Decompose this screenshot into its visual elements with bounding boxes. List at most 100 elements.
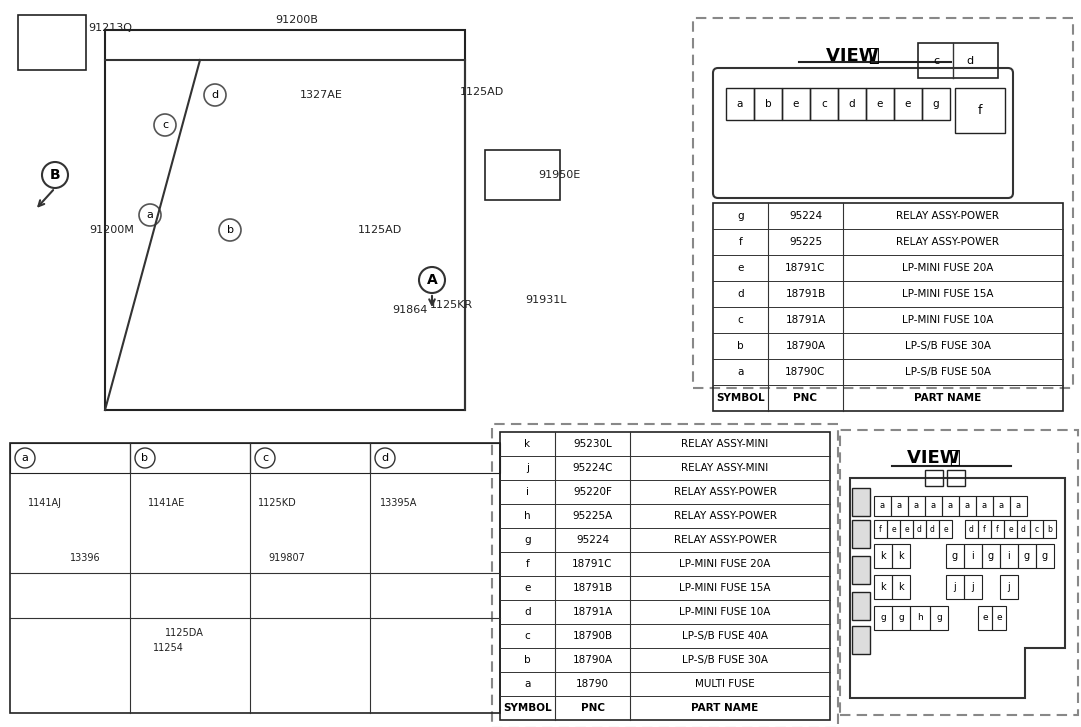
Bar <box>947 470 965 486</box>
Text: PART NAME: PART NAME <box>915 393 982 403</box>
Text: 13395A: 13395A <box>381 498 417 508</box>
Text: e: e <box>944 524 948 534</box>
Bar <box>894 88 922 120</box>
Text: 91864: 91864 <box>392 305 427 315</box>
Bar <box>1043 520 1056 538</box>
Text: c: c <box>933 56 939 66</box>
Text: e: e <box>1009 524 1013 534</box>
Bar <box>370 443 501 473</box>
Text: 1141AJ: 1141AJ <box>28 498 62 508</box>
Text: k: k <box>898 551 904 561</box>
Bar <box>852 556 870 584</box>
Text: 95224: 95224 <box>789 211 822 221</box>
Text: 1125AD: 1125AD <box>461 87 504 97</box>
Bar <box>964 544 982 568</box>
Text: a: a <box>880 502 885 510</box>
Bar <box>852 626 870 654</box>
Text: d: d <box>524 607 531 617</box>
Text: 95220F: 95220F <box>573 487 612 497</box>
Text: e: e <box>877 99 883 109</box>
Text: d: d <box>917 524 922 534</box>
Bar <box>501 432 830 720</box>
Bar <box>485 150 560 200</box>
Text: LP-MINI FUSE 15A: LP-MINI FUSE 15A <box>679 583 771 593</box>
Text: e: e <box>983 614 988 622</box>
Text: e: e <box>905 99 911 109</box>
Text: 91200B: 91200B <box>275 15 318 25</box>
Bar <box>982 544 1000 568</box>
Text: 95230L: 95230L <box>573 439 612 449</box>
Bar <box>875 606 892 630</box>
Bar <box>810 88 838 120</box>
Bar <box>959 496 976 516</box>
Text: 95225A: 95225A <box>572 511 613 521</box>
Text: d: d <box>382 453 388 463</box>
Text: h: h <box>524 511 531 521</box>
Bar <box>926 520 939 538</box>
Bar <box>891 496 908 516</box>
Text: LP-MINI FUSE 15A: LP-MINI FUSE 15A <box>903 289 993 299</box>
Text: Ⓑ: Ⓑ <box>868 47 879 65</box>
Text: e: e <box>792 99 799 109</box>
Text: a: a <box>897 502 902 510</box>
Bar <box>726 88 755 120</box>
Bar <box>939 520 952 538</box>
Text: c: c <box>162 120 168 130</box>
Bar <box>930 606 948 630</box>
Text: a: a <box>524 679 531 689</box>
Text: h: h <box>917 614 923 622</box>
Text: e: e <box>904 524 909 534</box>
Bar <box>1036 544 1054 568</box>
Bar <box>782 88 810 120</box>
Text: 11254: 11254 <box>154 643 184 653</box>
Text: f: f <box>977 104 983 117</box>
Text: g: g <box>524 535 531 545</box>
Text: d: d <box>849 99 855 109</box>
Text: PNC: PNC <box>580 703 604 713</box>
Bar <box>755 88 782 120</box>
Text: 18791B: 18791B <box>786 289 826 299</box>
Text: 95224: 95224 <box>576 535 609 545</box>
Text: a: a <box>999 502 1004 510</box>
Text: e: e <box>997 614 1002 622</box>
Bar <box>250 443 370 473</box>
Text: 91950E: 91950E <box>538 170 580 180</box>
Bar <box>10 443 501 713</box>
Text: a: a <box>913 502 919 510</box>
Bar <box>922 88 950 120</box>
Text: d: d <box>966 56 974 66</box>
Text: a: a <box>965 502 970 510</box>
Text: b: b <box>227 225 233 235</box>
Text: e: e <box>524 583 531 593</box>
Text: LP-S/B FUSE 50A: LP-S/B FUSE 50A <box>905 367 991 377</box>
Bar <box>875 496 891 516</box>
Text: 18790A: 18790A <box>573 655 613 665</box>
Bar <box>875 544 892 568</box>
Bar <box>1017 520 1030 538</box>
Text: LP-MINI FUSE 20A: LP-MINI FUSE 20A <box>679 559 771 569</box>
Text: k: k <box>524 439 531 449</box>
Bar <box>900 520 913 538</box>
Text: a: a <box>737 99 744 109</box>
Text: LP-S/B FUSE 30A: LP-S/B FUSE 30A <box>682 655 768 665</box>
Text: 91213Q: 91213Q <box>88 23 132 33</box>
Bar <box>942 496 959 516</box>
Text: 1327AE: 1327AE <box>301 90 343 100</box>
Text: g: g <box>1024 551 1030 561</box>
Text: c: c <box>524 631 531 641</box>
Bar <box>875 520 888 538</box>
Bar <box>978 520 991 538</box>
Text: c: c <box>737 315 744 325</box>
Text: i: i <box>526 487 529 497</box>
Bar <box>852 488 870 516</box>
Bar <box>875 575 892 599</box>
Text: i: i <box>1007 551 1011 561</box>
Text: d: d <box>212 90 218 100</box>
Bar <box>955 88 1005 133</box>
Text: a: a <box>147 210 154 220</box>
Text: PART NAME: PART NAME <box>692 703 759 713</box>
Text: VIEW: VIEW <box>907 449 965 467</box>
Text: d: d <box>737 289 744 299</box>
Bar <box>866 88 894 120</box>
Text: MULTI FUSE: MULTI FUSE <box>695 679 755 689</box>
